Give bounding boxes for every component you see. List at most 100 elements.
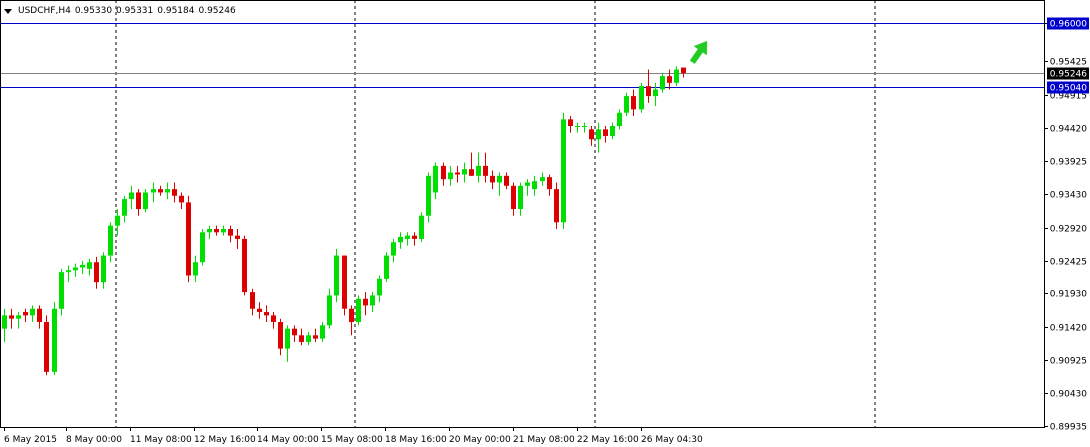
candle [23,308,28,323]
candle-body [9,315,14,319]
candle-body [469,169,474,176]
candle [122,195,127,223]
candle [193,255,198,283]
candle-body [631,96,636,110]
candle-body [596,129,601,140]
dropdown-triangle-icon[interactable] [4,8,12,14]
candle [455,165,460,183]
candle [497,172,502,196]
candle-body [23,312,28,316]
candle [617,109,622,130]
candle [285,325,290,362]
candle-body [561,119,566,223]
candle [313,328,318,342]
candle-body [532,181,537,190]
candle [334,248,339,303]
candle-body [617,112,622,126]
candle [624,92,629,117]
candle [554,182,559,229]
candle-body [356,298,361,323]
candle [568,116,573,133]
candle-body [320,325,325,339]
candle [257,302,262,319]
candle-body [158,189,163,193]
price-tick-label: 0.89935 [1050,423,1087,433]
candle-body [228,228,233,236]
candle [342,255,347,316]
candle [561,112,566,229]
candle-body [80,264,85,268]
candle [200,228,205,266]
candle [264,305,269,323]
candle-body [235,235,240,239]
candle-body [547,177,552,190]
candle [610,122,615,140]
candle [525,179,530,196]
candle-body [278,322,283,349]
candle-body [384,255,389,279]
candle [2,308,7,342]
price-tick-label: 0.93430 [1050,191,1087,201]
candle [596,122,601,153]
candle-body [285,328,290,349]
candle [66,265,71,283]
candle [172,182,177,203]
candle [398,232,403,249]
candle [589,125,594,146]
candle [448,165,453,186]
candle [136,189,141,216]
candle-body [2,315,7,329]
candle-body [292,328,297,336]
candle-body [143,192,148,210]
candle-body [441,165,446,180]
price-tick-label: 0.90925 [1050,357,1087,367]
price-tag-label: 0.95040 [1050,84,1087,94]
candle [483,152,488,183]
candle [660,72,665,93]
candle [115,209,120,236]
candle-body [589,129,594,140]
time-tick-label: 14 May 00:00 [257,435,319,445]
vertical-grid [115,0,876,427]
candle [462,162,467,183]
candle [221,225,226,236]
candle [278,318,283,356]
candle [37,305,42,329]
candle [306,331,311,346]
candle-body [455,172,460,175]
candle [228,225,233,243]
time-tick-label: 11 May 08:00 [130,435,192,445]
candle [582,122,587,133]
candle-body [172,189,177,196]
candle-body [405,235,410,239]
candle [143,189,148,213]
candle [412,232,417,246]
time-tick-label: 26 May 04:30 [641,435,703,445]
candle [490,170,495,190]
candle [426,172,431,223]
candle-body [108,225,113,256]
candle-body [398,236,403,243]
candle-body [483,165,488,176]
candle [511,182,516,216]
candle [320,322,325,342]
candle-body [518,185,523,210]
annotation [689,40,708,64]
price-axis: 0.96000 0.95425 0.94915 0.94420 0.93925 0.934… [1044,17,1089,433]
horizontal-lines [0,23,1044,88]
candle [441,162,446,186]
candle-body [327,295,332,326]
candle [207,225,212,239]
candle-body [30,308,35,316]
price-tag-label: 0.95246 [1050,70,1087,80]
candle-body [370,295,375,306]
candle [405,232,410,246]
candle-body [214,228,219,233]
candle-body [433,165,438,193]
candle [631,89,636,117]
candle-body [16,315,21,319]
candle [639,82,644,113]
candle-body [624,96,629,113]
